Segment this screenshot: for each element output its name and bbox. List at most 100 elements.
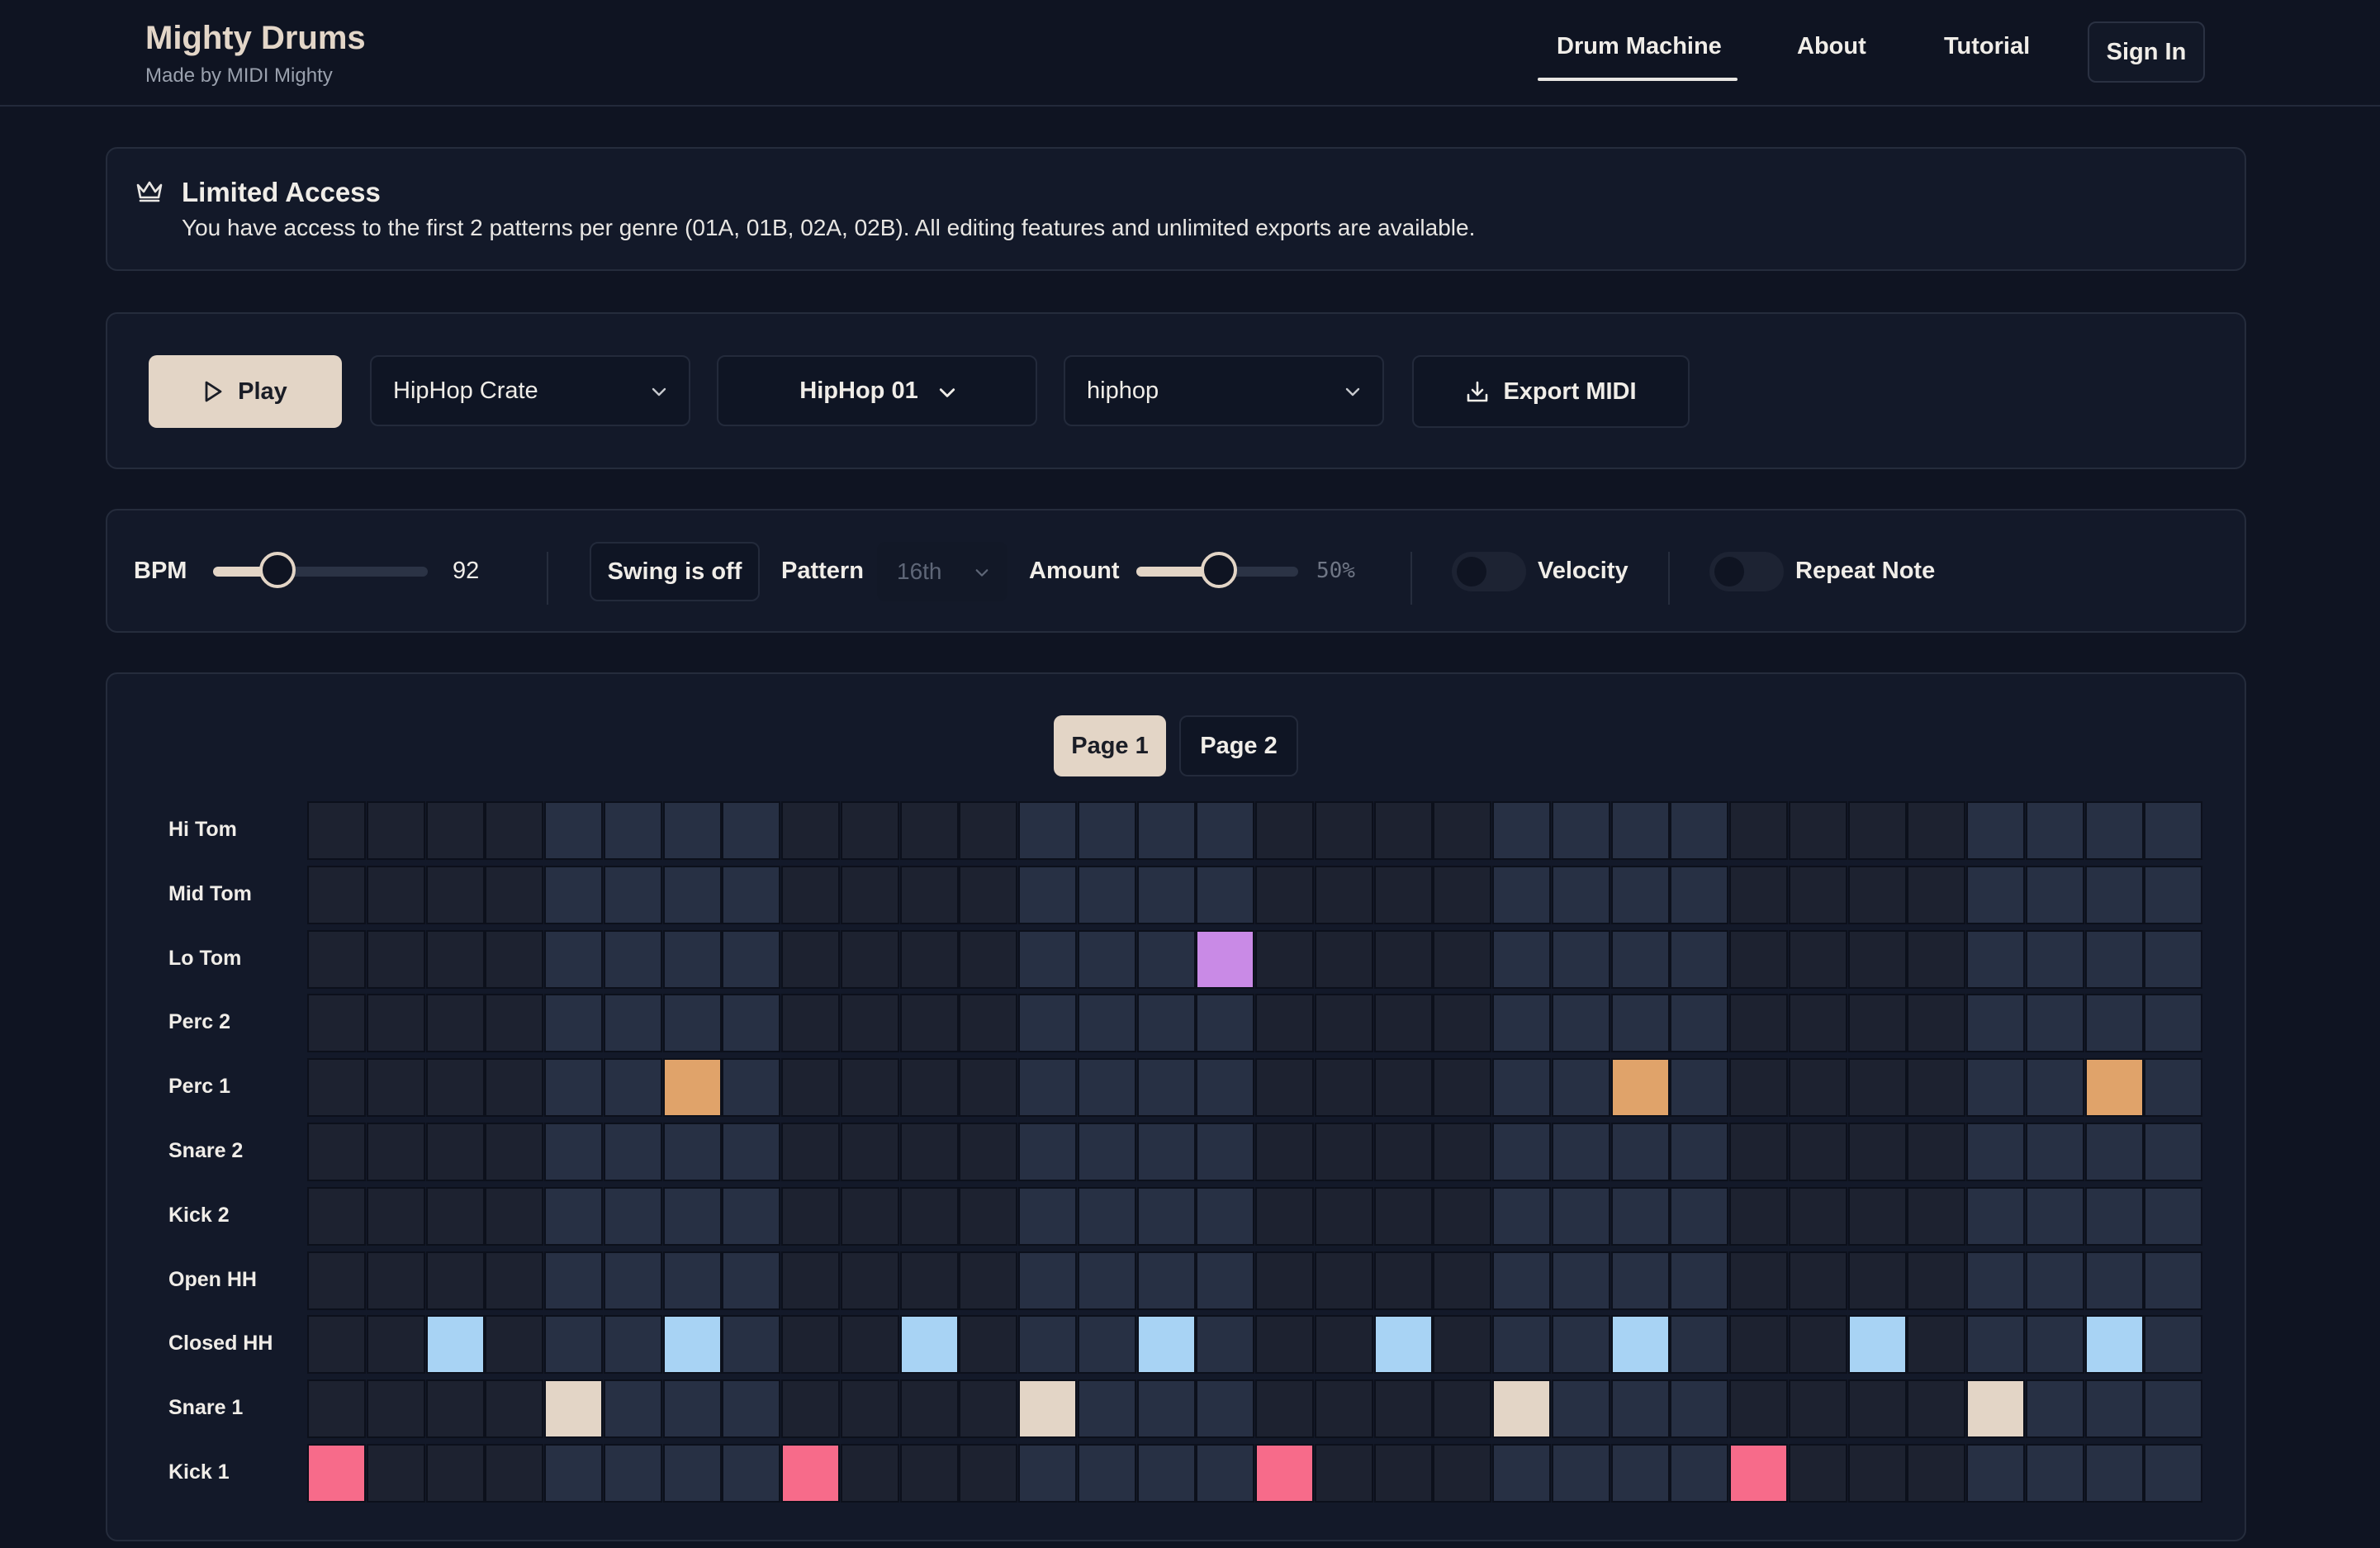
step-cell[interactable]	[1788, 801, 1847, 860]
step-cell[interactable]	[722, 1379, 781, 1439]
step-cell[interactable]	[1255, 801, 1314, 860]
step-cell[interactable]	[1196, 1251, 1255, 1310]
step-cell[interactable]	[485, 1058, 544, 1118]
step-cell[interactable]	[899, 1251, 959, 1310]
step-cell[interactable]	[366, 1251, 425, 1310]
step-cell[interactable]	[1077, 801, 1136, 860]
step-cell[interactable]	[1966, 1251, 2025, 1310]
step-cell[interactable]	[899, 1123, 959, 1181]
step-cell[interactable]	[2025, 1315, 2084, 1375]
step-cell[interactable]	[781, 994, 840, 1053]
step-cell[interactable]	[1729, 1251, 1788, 1310]
step-cell[interactable]	[899, 1379, 959, 1439]
step-cell[interactable]	[899, 1444, 959, 1503]
step-cell[interactable]	[1610, 801, 1670, 860]
step-cell[interactable]	[662, 801, 722, 860]
step-cell-active[interactable]	[1966, 1379, 2025, 1439]
step-cell[interactable]	[2084, 865, 2144, 924]
step-cell-active[interactable]	[1847, 1315, 1907, 1375]
step-cell[interactable]	[1551, 1058, 1610, 1118]
step-cell[interactable]	[1847, 1379, 1907, 1439]
amount-slider-thumb[interactable]	[1201, 552, 1237, 588]
step-cell[interactable]	[662, 865, 722, 924]
step-cell[interactable]	[2084, 1123, 2144, 1181]
step-cell[interactable]	[307, 1315, 366, 1375]
step-cell[interactable]	[959, 801, 1018, 860]
step-cell-active[interactable]	[662, 1058, 722, 1118]
step-cell[interactable]	[840, 994, 899, 1053]
step-cell[interactable]	[662, 994, 722, 1053]
step-cell[interactable]	[1018, 1444, 1077, 1503]
step-cell[interactable]	[840, 801, 899, 860]
step-cell[interactable]	[899, 1186, 959, 1246]
step-cell-active[interactable]	[899, 1315, 959, 1375]
step-cell[interactable]	[1551, 1123, 1610, 1181]
step-cell[interactable]	[1018, 1058, 1077, 1118]
step-cell[interactable]	[307, 1123, 366, 1181]
step-cell[interactable]	[485, 1379, 544, 1439]
step-cell[interactable]	[1551, 1379, 1610, 1439]
step-cell[interactable]	[1729, 929, 1788, 989]
step-cell[interactable]	[781, 865, 840, 924]
step-cell[interactable]	[2144, 1315, 2203, 1375]
step-cell[interactable]	[485, 1251, 544, 1310]
step-cell[interactable]	[2144, 1186, 2203, 1246]
step-cell[interactable]	[1136, 994, 1196, 1053]
step-cell[interactable]	[603, 1379, 662, 1439]
step-cell[interactable]	[840, 1058, 899, 1118]
step-cell[interactable]	[899, 1058, 959, 1118]
step-cell[interactable]	[1077, 1058, 1136, 1118]
step-cell[interactable]	[307, 929, 366, 989]
step-cell[interactable]	[1255, 1058, 1314, 1118]
step-cell[interactable]	[959, 1379, 1018, 1439]
step-cell[interactable]	[366, 1379, 425, 1439]
play-button[interactable]: Play	[149, 355, 342, 428]
step-cell[interactable]	[1196, 1444, 1255, 1503]
step-cell[interactable]	[544, 1251, 603, 1310]
step-cell[interactable]	[425, 1444, 485, 1503]
step-cell-active[interactable]	[1492, 1379, 1551, 1439]
step-cell[interactable]	[1729, 1186, 1788, 1246]
step-cell[interactable]	[899, 929, 959, 989]
step-cell[interactable]	[1255, 1379, 1314, 1439]
step-cell[interactable]	[1670, 929, 1729, 989]
step-cell[interactable]	[2025, 1123, 2084, 1181]
step-cell[interactable]	[959, 1058, 1018, 1118]
step-cell[interactable]	[1196, 865, 1255, 924]
step-cell[interactable]	[722, 1444, 781, 1503]
step-cell[interactable]	[1373, 1251, 1433, 1310]
step-cell[interactable]	[1788, 1315, 1847, 1375]
step-cell[interactable]	[722, 801, 781, 860]
step-cell[interactable]	[1314, 929, 1373, 989]
step-cell[interactable]	[544, 1444, 603, 1503]
step-cell-active[interactable]	[1373, 1315, 1433, 1375]
step-cell[interactable]	[1314, 1123, 1373, 1181]
step-cell[interactable]	[1610, 1444, 1670, 1503]
bpm-slider-thumb[interactable]	[259, 552, 296, 588]
step-cell[interactable]	[307, 1251, 366, 1310]
step-cell[interactable]	[1729, 1379, 1788, 1439]
step-cell[interactable]	[1314, 1315, 1373, 1375]
step-cell[interactable]	[544, 1186, 603, 1246]
step-cell[interactable]	[1966, 801, 2025, 860]
step-cell[interactable]	[1492, 1058, 1551, 1118]
step-cell[interactable]	[899, 801, 959, 860]
step-cell[interactable]	[425, 994, 485, 1053]
step-cell[interactable]	[1966, 1058, 2025, 1118]
step-cell[interactable]	[1077, 865, 1136, 924]
step-cell[interactable]	[899, 865, 959, 924]
step-cell[interactable]	[1255, 1123, 1314, 1181]
step-cell[interactable]	[1907, 865, 1966, 924]
step-cell[interactable]	[307, 994, 366, 1053]
step-cell[interactable]	[722, 1186, 781, 1246]
step-cell[interactable]	[485, 865, 544, 924]
step-cell[interactable]	[781, 929, 840, 989]
step-cell[interactable]	[2144, 1123, 2203, 1181]
step-cell[interactable]	[1077, 994, 1136, 1053]
step-cell[interactable]	[1077, 1444, 1136, 1503]
step-cell[interactable]	[1077, 1251, 1136, 1310]
step-cell[interactable]	[1196, 1123, 1255, 1181]
step-cell[interactable]	[544, 1123, 603, 1181]
step-cell[interactable]	[603, 1251, 662, 1310]
step-cell[interactable]	[1373, 1444, 1433, 1503]
